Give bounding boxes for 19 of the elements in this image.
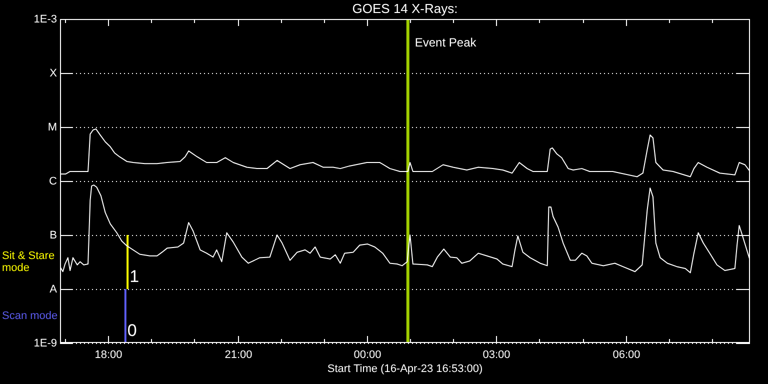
data-label: 0	[127, 321, 137, 340]
ref-line-label: Event Peak	[414, 35, 478, 50]
y-tick-label: X	[50, 68, 58, 80]
x-axis-title: Start Time (16-Apr-23 16:53:00)	[327, 363, 483, 376]
y-tick-label: 1E-9	[34, 338, 57, 350]
y-tick-label: A	[50, 284, 58, 296]
x-tick-label: 21:00	[224, 349, 252, 362]
x-tick-label: 00:00	[354, 349, 382, 362]
x-tick-label: 03:00	[482, 349, 510, 362]
chart-title: GOES 14 X-Rays:	[352, 1, 458, 16]
y-tick-label: M	[48, 122, 57, 134]
x-tick-label: 18:00	[94, 349, 122, 362]
x-tick-label: 06:00	[612, 349, 640, 362]
y-tick-label: C	[49, 176, 58, 188]
data-label: 1	[130, 267, 140, 286]
text: Scan mode	[2, 310, 58, 322]
text: Sit & Stare mode	[2, 250, 55, 274]
y-tick-label: B	[50, 230, 57, 242]
y-tick-label: 1E-3	[34, 14, 57, 26]
